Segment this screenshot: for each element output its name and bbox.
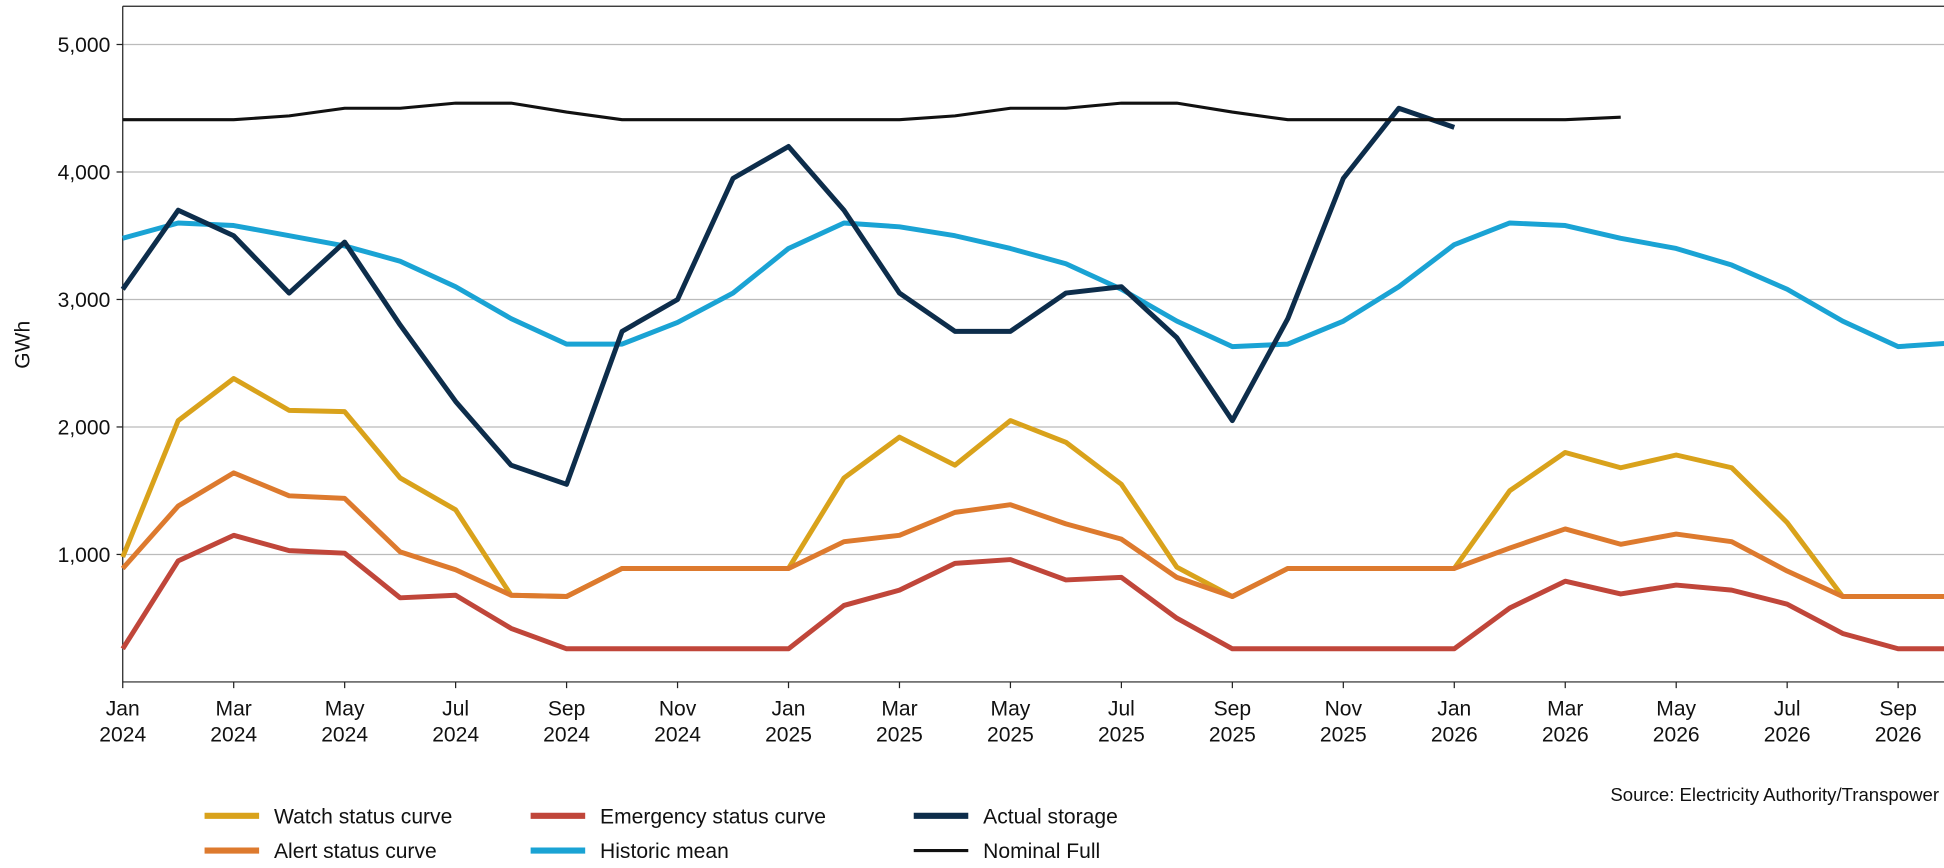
x-tick-label: Sep 2025	[1209, 697, 1256, 746]
x-tick-label: Jul 2025	[1098, 697, 1145, 746]
series-line	[122, 220, 1944, 350]
y-tick-label: 2,000	[58, 416, 111, 439]
x-tick-label: Nov 2024	[654, 697, 701, 746]
y-tick-label: 5,000	[58, 34, 111, 57]
x-tick-label: Jul 2026	[1764, 697, 1811, 746]
y-axis-label: GWh	[12, 321, 35, 369]
y-tick-label: 4,000	[58, 161, 111, 184]
series-line	[120, 376, 1944, 600]
x-tick-label: Sep 2026	[1875, 697, 1922, 746]
legend-label: Actual storage	[983, 805, 1118, 828]
series-line	[120, 532, 1944, 652]
x-tick-label: May 2026	[1653, 697, 1700, 746]
x-tick-label: May 2025	[987, 697, 1034, 746]
legend-label: Emergency status curve	[600, 805, 826, 828]
source: Source: Electricity Authority/Transpower	[1610, 784, 1939, 805]
y-tick-label: 3,000	[58, 289, 111, 312]
x-tick-label: May 2024	[321, 697, 368, 746]
y-tick-label: 1,000	[58, 544, 111, 567]
x-tick-label: Jan 2026	[1431, 697, 1478, 746]
series-line	[120, 470, 1944, 600]
x-tick-label: Nov 2025	[1320, 697, 1367, 746]
x-tick-label: Mar 2025	[876, 697, 923, 746]
x-tick-label: Jan 2024	[99, 697, 146, 746]
legend-label: Historic mean	[600, 840, 729, 863]
series-line	[122, 101, 1621, 122]
legend-label: Alert status curve	[274, 840, 437, 863]
x-tick-label: Sep 2024	[543, 697, 590, 746]
legend-label: Watch status curve	[274, 805, 452, 828]
series-line	[120, 105, 1456, 487]
x-tick-label: Mar 2024	[210, 697, 257, 746]
x-tick-label: Mar 2026	[1542, 697, 1589, 746]
x-tick-label: Jan 2025	[765, 697, 812, 746]
legend-label: Nominal Full	[983, 840, 1100, 863]
x-tick-label: Jul 2024	[432, 697, 479, 746]
